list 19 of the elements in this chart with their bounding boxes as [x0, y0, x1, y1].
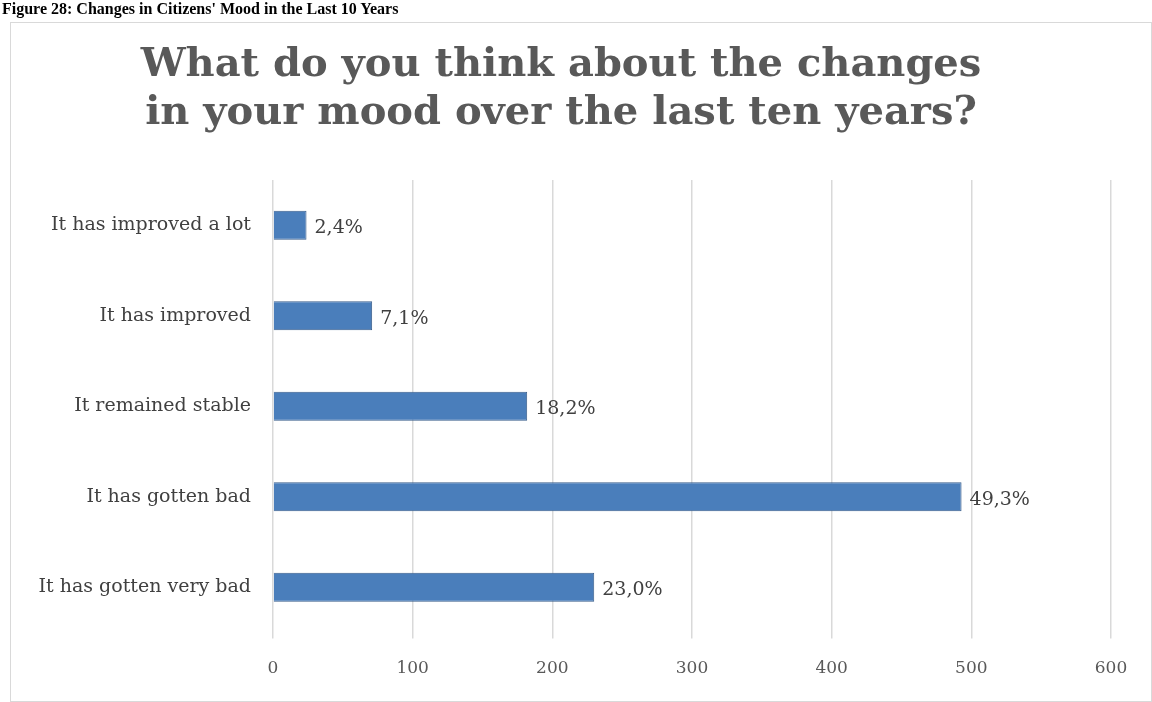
- annotation: 18,2%: [535, 396, 596, 419]
- x-tick-label: 300: [675, 657, 709, 678]
- x-tick-label: 400: [815, 657, 848, 678]
- annotation: 49,3%: [969, 486, 1030, 509]
- x-tick-label: 500: [955, 657, 988, 678]
- annotation: 7,1%: [380, 305, 429, 328]
- x-tick-label: 100: [396, 657, 429, 678]
- x-tick-label: 200: [536, 657, 569, 678]
- y-tick-label: It has gotten very bad: [38, 574, 251, 597]
- annotation: 2,4%: [314, 215, 363, 238]
- y-tick-label: It has gotten bad: [86, 483, 251, 506]
- chart-title: What do you think about the changes in your mood over the last ten years?: [139, 38, 982, 134]
- y-tick-label: It has improved a lot: [50, 212, 252, 235]
- x-tick-label: 0: [267, 657, 279, 678]
- caption: Figure 28: Changes in Citizens' Mood in the Last 10 Years: [2, 0, 399, 18]
- x-tick-label: 600: [1094, 657, 1128, 678]
- y-tick-label: It has improved: [99, 302, 251, 325]
- annotation: 23,0%: [602, 577, 663, 600]
- y-tick-label: It remained stable: [74, 393, 251, 416]
